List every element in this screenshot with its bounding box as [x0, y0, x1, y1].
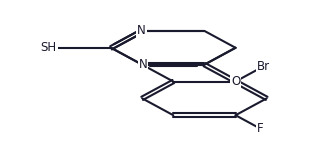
Text: N: N	[139, 58, 147, 71]
Text: F: F	[257, 122, 264, 135]
Text: Br: Br	[257, 60, 270, 73]
Text: N: N	[137, 24, 146, 37]
Text: O: O	[231, 75, 240, 88]
Text: SH: SH	[41, 41, 57, 54]
